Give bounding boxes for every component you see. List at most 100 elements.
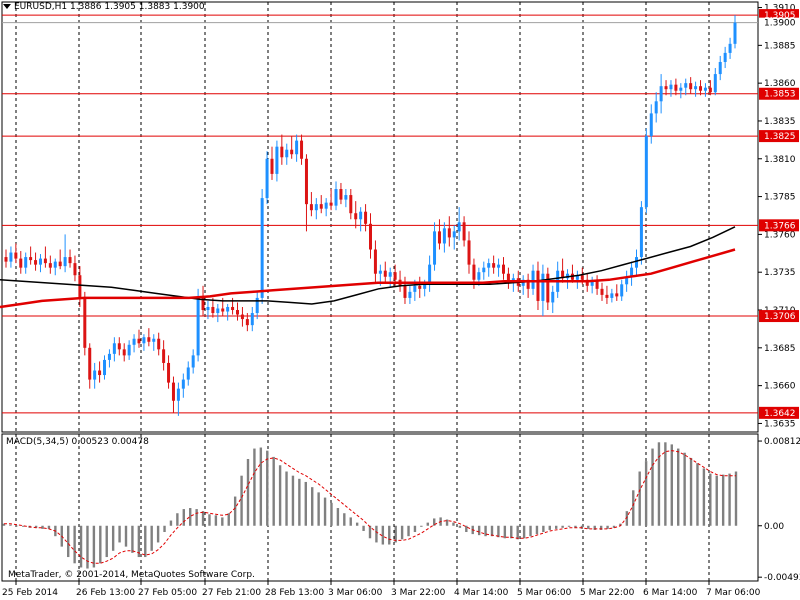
candle — [482, 261, 486, 280]
level-price-label: 1.3766 — [759, 219, 799, 232]
macd-bar — [632, 490, 635, 526]
candle-body — [472, 264, 476, 280]
candle-body — [290, 149, 294, 155]
x-tick-label: 28 Feb 13:00 — [265, 588, 324, 598]
candle — [236, 302, 240, 321]
candle — [506, 267, 510, 289]
candle-body — [428, 264, 432, 285]
candle — [132, 334, 136, 353]
candle-body — [684, 83, 688, 88]
macd-bar — [574, 525, 577, 528]
candle — [216, 303, 220, 323]
candle-body — [610, 293, 614, 298]
candle-body — [590, 281, 594, 286]
candle — [78, 266, 82, 307]
candle — [53, 258, 57, 276]
level-price-text: 1.3766 — [764, 221, 796, 231]
macd-bar — [336, 508, 340, 526]
macd-bar — [323, 497, 327, 526]
macd-bar — [734, 471, 738, 526]
candle — [186, 361, 190, 386]
candle — [408, 285, 412, 304]
candle-body — [723, 52, 727, 62]
candle — [147, 328, 151, 347]
macd-bar — [47, 525, 51, 529]
candle — [457, 207, 461, 241]
macd-bar — [176, 513, 179, 526]
macd-bar — [426, 522, 429, 526]
candle — [319, 195, 323, 214]
candle-body — [452, 231, 456, 238]
macd-bar — [644, 461, 648, 526]
candle-body — [319, 204, 323, 209]
candle-body — [526, 279, 530, 289]
candle-body — [196, 297, 200, 356]
macd-bar — [413, 525, 417, 533]
candle-body — [373, 249, 377, 274]
level-price-text: 1.3642 — [764, 409, 796, 419]
macd-bar — [240, 475, 243, 526]
macd-bar — [330, 502, 333, 526]
candle — [339, 182, 343, 205]
close-value: 1.3900 — [173, 2, 205, 12]
current-price-label: 1.3900 — [759, 17, 799, 29]
candle-body — [437, 231, 441, 244]
candle-body — [68, 257, 72, 264]
candle-body — [103, 359, 107, 376]
macd-bar — [2, 523, 6, 526]
y-tick-label: 1.3885 — [764, 41, 796, 51]
chevron-down-icon[interactable] — [3, 4, 11, 9]
candle-body — [63, 257, 67, 267]
candle-body — [221, 308, 225, 312]
candle-body — [4, 257, 8, 262]
candle — [501, 257, 505, 280]
candle — [585, 273, 589, 292]
candle-body — [546, 273, 550, 303]
candle — [369, 213, 372, 259]
candle-body — [561, 270, 565, 279]
candle-body — [245, 319, 249, 326]
candle — [48, 255, 52, 274]
macd-bar — [477, 525, 481, 536]
macd-bar — [433, 518, 436, 526]
candle-body — [541, 273, 545, 301]
macd-bar — [593, 525, 596, 530]
candle — [324, 198, 328, 217]
candle-body — [117, 343, 121, 350]
candle-body — [580, 275, 584, 280]
x-tick-label: 26 Feb 13:00 — [76, 588, 135, 598]
candle-body — [152, 338, 156, 342]
candle — [600, 282, 604, 301]
candle-body — [137, 338, 141, 344]
candle-body — [689, 83, 693, 90]
y-tick-label: 1.3785 — [764, 193, 796, 203]
candle-body — [38, 258, 42, 265]
macd-bar — [137, 525, 141, 558]
candle-body — [231, 306, 235, 311]
candle-body — [127, 344, 131, 356]
candle — [669, 80, 673, 97]
candle — [546, 267, 550, 311]
macd-bar — [721, 474, 725, 526]
x-tick-label: 7 Mar 06:00 — [706, 588, 761, 598]
macd-bar — [259, 447, 263, 526]
candle-body — [171, 382, 175, 401]
macd-bar — [567, 525, 571, 527]
macd-bar — [612, 525, 616, 528]
candle-body — [664, 86, 668, 90]
macd-label: MACD(5,34,5) — [6, 437, 69, 447]
candle-body — [132, 338, 136, 345]
candle-body — [487, 263, 491, 268]
candle-body — [186, 367, 190, 380]
candle — [88, 343, 92, 389]
candle-body — [497, 264, 501, 268]
candle-body — [300, 140, 304, 159]
macd-bar — [355, 522, 359, 526]
candle — [531, 264, 535, 295]
candle — [718, 55, 722, 81]
candle — [689, 77, 693, 94]
macd-bar — [86, 525, 89, 569]
candle — [157, 332, 161, 356]
candle — [68, 249, 72, 268]
